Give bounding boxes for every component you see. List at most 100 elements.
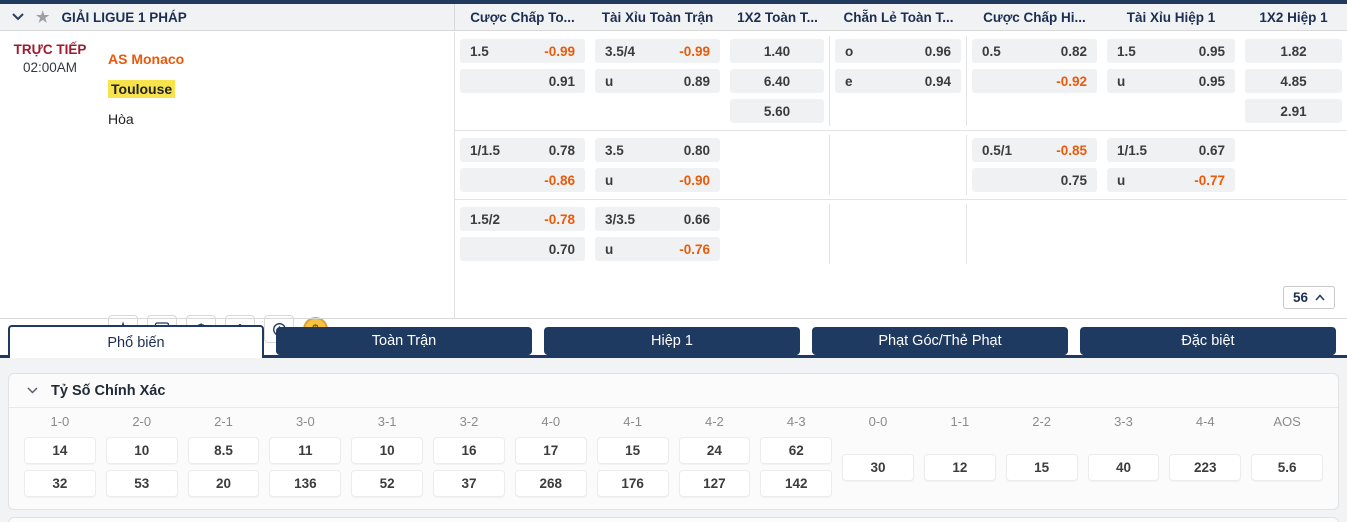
correct-score-grid: 1-0 14 32 2-0 10 53 2-1 8.5 20 3-0 11 13… bbox=[9, 408, 1338, 500]
score-odds-button[interactable]: 11 bbox=[269, 437, 342, 464]
score-label: 4-3 bbox=[786, 414, 806, 429]
score-odds-button[interactable]: 268 bbox=[514, 470, 587, 497]
tab-special[interactable]: Đặc biệt bbox=[1080, 327, 1336, 355]
odds-cell[interactable]: u -0.76 bbox=[595, 237, 720, 261]
score-odds-button[interactable]: 24 bbox=[678, 437, 751, 464]
col-hdp-ft: 1.5/2 -0.78 0.70 bbox=[455, 204, 590, 264]
odds-cell[interactable]: 0.75 bbox=[972, 168, 1097, 192]
chevron-up-icon bbox=[1315, 294, 1325, 301]
away-team-row: Toulouse bbox=[108, 74, 184, 104]
league-title: GIẢI LIGUE 1 PHÁP bbox=[61, 9, 187, 25]
team-names: AS Monaco Toulouse Hòa bbox=[108, 44, 184, 134]
odds-block-1: 1.5 -0.99 0.91 3.5/4 -0.99 u 0.89 1.40 6.40… bbox=[455, 32, 1347, 130]
tab-full-time[interactable]: Toàn Trận bbox=[276, 327, 532, 355]
score-odds-button[interactable]: 15 bbox=[1005, 453, 1078, 481]
col-1x2-h1-empty bbox=[1240, 204, 1347, 264]
odds-cell[interactable]: 0.70 bbox=[460, 237, 585, 261]
odds-cell[interactable]: 0.5 0.82 bbox=[972, 39, 1097, 63]
col-ou-ft: 3/3.5 0.66 u -0.76 bbox=[590, 204, 725, 264]
league-collapse-chevron-icon[interactable] bbox=[12, 13, 24, 21]
next-section-card-edge bbox=[8, 517, 1339, 522]
odds-cell[interactable]: 3/3.5 0.66 bbox=[595, 207, 720, 231]
score-odds-button[interactable]: 15 bbox=[596, 437, 669, 464]
score-label: 3-1 bbox=[377, 414, 397, 429]
score-label: 1-1 bbox=[950, 414, 970, 429]
section-title: Tỷ Số Chính Xác bbox=[51, 382, 166, 399]
score-odds-button[interactable]: 176 bbox=[596, 470, 669, 497]
tabs-underline bbox=[0, 355, 1347, 358]
correct-score-header[interactable]: Tỷ Số Chính Xác bbox=[9, 374, 1338, 408]
column-header-hdp-h1: Cược Chấp Hi... bbox=[983, 9, 1086, 25]
odds-cell[interactable]: 1.5/2 -0.78 bbox=[460, 207, 585, 231]
tab-popular[interactable]: Phổ biến bbox=[8, 325, 264, 358]
odds-cell[interactable]: 0.5/1 -0.85 bbox=[972, 138, 1097, 162]
score-col: 3-2 16 37 bbox=[428, 410, 510, 500]
score-odds-button[interactable]: 5.6 bbox=[1251, 453, 1323, 481]
score-col: 2-2 15 bbox=[1001, 410, 1083, 500]
home-team: AS Monaco bbox=[108, 51, 185, 67]
score-odds-button[interactable]: 32 bbox=[24, 470, 96, 497]
score-col: 0-0 30 bbox=[837, 410, 919, 500]
odds-cell[interactable]: -0.86 bbox=[460, 168, 585, 192]
score-col: AOS 5.6 bbox=[1246, 410, 1328, 500]
score-odds-button[interactable]: 127 bbox=[678, 470, 751, 497]
draw-label: Hòa bbox=[108, 111, 134, 127]
col-oe-ft: o 0.96 e 0.94 bbox=[830, 36, 967, 126]
score-col: 2-1 8.5 20 bbox=[183, 410, 265, 500]
section-collapse-chevron-icon bbox=[27, 387, 38, 394]
score-odds-button[interactable]: 16 bbox=[433, 437, 505, 464]
col-ou-ft: 3.5 0.80 u -0.90 bbox=[590, 135, 725, 195]
odds-cell[interactable]: 0.91 bbox=[460, 69, 585, 93]
score-odds-button[interactable]: 62 bbox=[760, 437, 833, 464]
score-odds-button[interactable]: 10 bbox=[105, 437, 178, 464]
markets-count-button[interactable]: 56 bbox=[1282, 286, 1335, 309]
score-odds-button[interactable]: 136 bbox=[269, 470, 342, 497]
match-section-divider bbox=[0, 318, 1347, 319]
odds-cell[interactable]: u 0.89 bbox=[595, 69, 720, 93]
odds-cell[interactable]: 6.40 bbox=[730, 69, 824, 93]
market-tabs: Phổ biến Toàn Trận Hiệp 1 Phạt Góc/Thẻ P… bbox=[0, 325, 1347, 358]
score-label: 2-1 bbox=[214, 414, 233, 429]
odds-cell[interactable]: 3.5/4 -0.99 bbox=[595, 39, 720, 63]
odds-cell[interactable]: u -0.77 bbox=[1107, 168, 1235, 192]
score-col: 4-0 17 268 bbox=[510, 410, 592, 500]
odds-cell[interactable]: e 0.94 bbox=[835, 69, 961, 93]
score-col: 4-2 24 127 bbox=[674, 410, 756, 500]
odds-cell[interactable]: u -0.90 bbox=[595, 168, 720, 192]
score-label: 3-2 bbox=[459, 414, 479, 429]
odds-cell[interactable]: u 0.95 bbox=[1107, 69, 1235, 93]
tab-corners-cards[interactable]: Phạt Góc/Thẻ Phạt bbox=[812, 327, 1068, 355]
score-odds-button[interactable]: 8.5 bbox=[187, 437, 260, 464]
match-status-block: TRỰC TIẾP 02:00AM bbox=[0, 42, 100, 75]
odds-cell[interactable]: 1.5 0.95 bbox=[1107, 39, 1235, 63]
score-odds-button[interactable]: 142 bbox=[760, 470, 833, 497]
odds-cell[interactable]: 1/1.5 0.67 bbox=[1107, 138, 1235, 162]
odds-cell[interactable]: 1.40 bbox=[730, 39, 824, 63]
odds-cell[interactable]: o 0.96 bbox=[835, 39, 961, 63]
score-odds-button[interactable]: 20 bbox=[187, 470, 260, 497]
col-1x2-h1: 1.82 4.85 2.91 bbox=[1240, 36, 1347, 126]
odds-cell[interactable]: 1/1.5 0.78 bbox=[460, 138, 585, 162]
odds-cell[interactable]: 5.60 bbox=[730, 99, 824, 123]
odds-cell[interactable]: 3.5 0.80 bbox=[595, 138, 720, 162]
odds-cell[interactable]: 1.82 bbox=[1245, 39, 1342, 63]
score-odds-button[interactable]: 10 bbox=[351, 437, 424, 464]
favorite-league-star-icon[interactable]: ★ bbox=[36, 8, 50, 26]
odds-cell[interactable]: 1.5 -0.99 bbox=[460, 39, 585, 63]
score-odds-button[interactable]: 223 bbox=[1169, 453, 1242, 481]
odds-cell[interactable]: 2.91 bbox=[1245, 99, 1342, 123]
col-oe-ft-empty bbox=[830, 204, 967, 264]
odds-cell[interactable]: -0.92 bbox=[972, 69, 1097, 93]
col-hdp-ft: 1.5 -0.99 0.91 bbox=[455, 36, 590, 126]
tab-first-half[interactable]: Hiệp 1 bbox=[544, 327, 800, 355]
score-odds-button[interactable]: 37 bbox=[433, 470, 505, 497]
score-odds-button[interactable]: 52 bbox=[351, 470, 424, 497]
score-odds-button[interactable]: 40 bbox=[1087, 453, 1160, 481]
score-odds-button[interactable]: 12 bbox=[923, 453, 996, 481]
col-ou-h1: 1.5 0.95 u 0.95 bbox=[1102, 36, 1240, 126]
odds-cell[interactable]: 4.85 bbox=[1245, 69, 1342, 93]
score-odds-button[interactable]: 17 bbox=[514, 437, 587, 464]
score-odds-button[interactable]: 53 bbox=[105, 470, 178, 497]
score-odds-button[interactable]: 30 bbox=[842, 453, 914, 481]
score-odds-button[interactable]: 14 bbox=[24, 437, 96, 464]
